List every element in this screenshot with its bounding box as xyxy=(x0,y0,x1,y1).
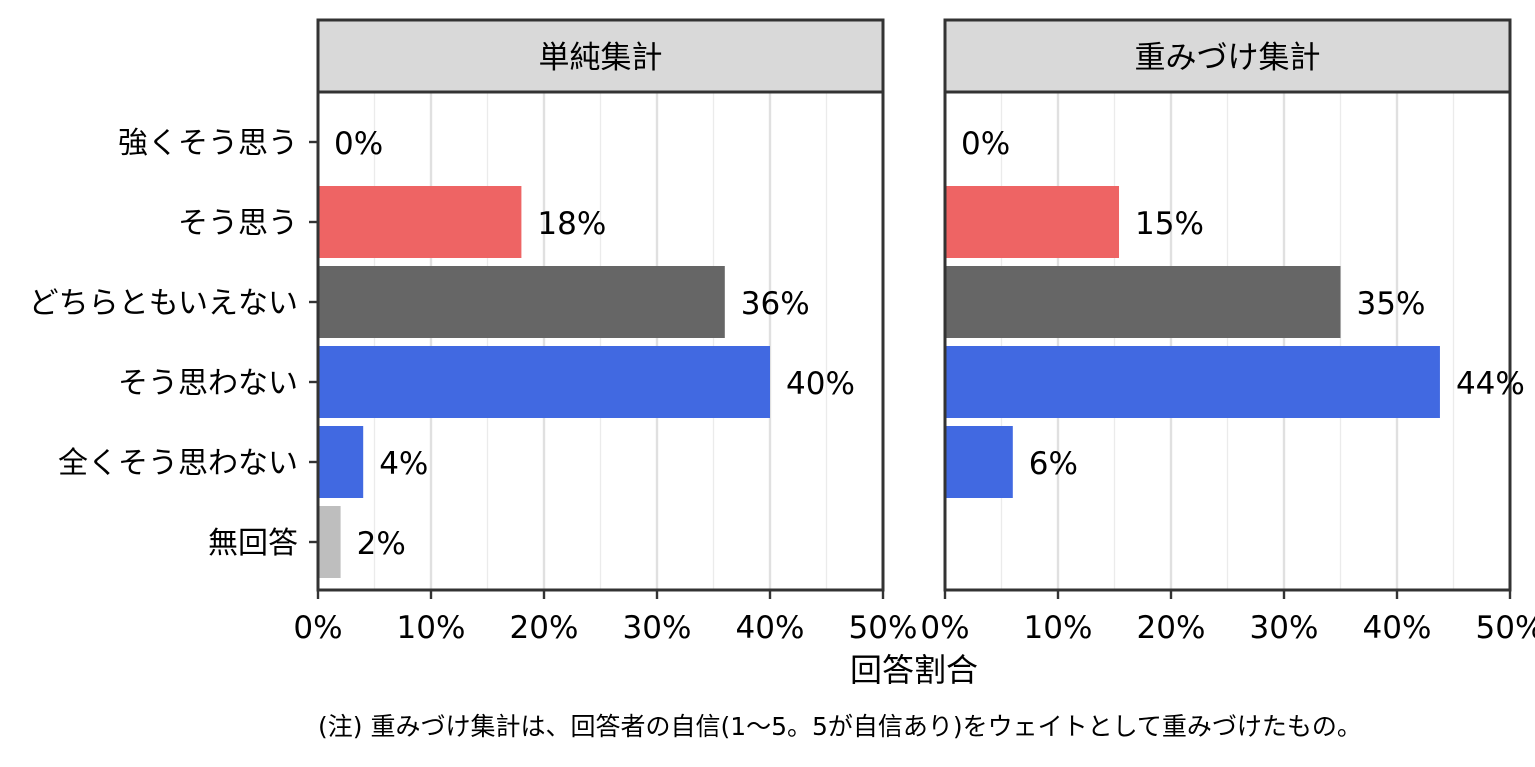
category-label: どちらともいえない xyxy=(29,286,298,321)
bar-value-label: 0% xyxy=(334,126,383,162)
footnote: (注) 重みづけ集計は、回答者の自信(1～5。5が自信あり)をウェイトとして重み… xyxy=(318,712,1362,741)
x-tick-label: 30% xyxy=(1250,610,1319,646)
panel-border xyxy=(316,90,885,592)
bar-value-label: 35% xyxy=(1357,286,1426,322)
bar xyxy=(945,426,1013,498)
x-tick-label: 40% xyxy=(736,610,805,646)
bar xyxy=(318,506,341,578)
bar xyxy=(318,346,770,418)
bar xyxy=(945,186,1120,258)
bars-layer xyxy=(318,186,1440,578)
category-label: 無回答 xyxy=(208,526,298,561)
bar xyxy=(945,346,1440,418)
category-label: 強くそう思う xyxy=(118,126,298,161)
x-tick-label: 10% xyxy=(397,610,466,646)
x-tick-label: 20% xyxy=(510,610,579,646)
bar xyxy=(318,266,725,338)
bar-value-label: 40% xyxy=(786,366,855,402)
facet-title: 重みづけ集計 xyxy=(1135,40,1321,76)
bar-value-label: 0% xyxy=(961,126,1010,162)
x-tick-label: 10% xyxy=(1024,610,1093,646)
bar xyxy=(945,266,1341,338)
category-label: そう思わない xyxy=(118,366,298,401)
facet-strip xyxy=(943,18,1512,94)
frame-layer xyxy=(309,18,1512,599)
x-axis-title: 回答割合 xyxy=(850,651,978,689)
bar-value-label: 2% xyxy=(357,526,406,562)
bar-value-label: 15% xyxy=(1135,206,1204,242)
x-tick-label: 40% xyxy=(1363,610,1432,646)
bar-value-label: 44% xyxy=(1456,366,1525,402)
bar-value-label: 6% xyxy=(1029,446,1078,482)
panel-border xyxy=(943,90,1512,592)
x-tick-label: 0% xyxy=(920,610,969,646)
x-tick-label: 50% xyxy=(1476,610,1535,646)
bar-value-label: 36% xyxy=(741,286,810,322)
x-tick-label: 20% xyxy=(1137,610,1206,646)
facet-title: 単純集計 xyxy=(539,40,663,76)
bar xyxy=(318,186,522,258)
category-label: そう思う xyxy=(178,206,298,241)
category-label: 全くそう思わない xyxy=(58,446,298,481)
facet-strip xyxy=(316,18,885,94)
x-tick-label: 50% xyxy=(849,610,918,646)
bar-value-label: 4% xyxy=(379,446,428,482)
bar-value-label: 18% xyxy=(537,206,606,242)
x-tick-label: 30% xyxy=(623,610,692,646)
grid-layer xyxy=(316,92,1512,590)
x-tick-label: 0% xyxy=(293,610,342,646)
bar xyxy=(318,426,364,498)
